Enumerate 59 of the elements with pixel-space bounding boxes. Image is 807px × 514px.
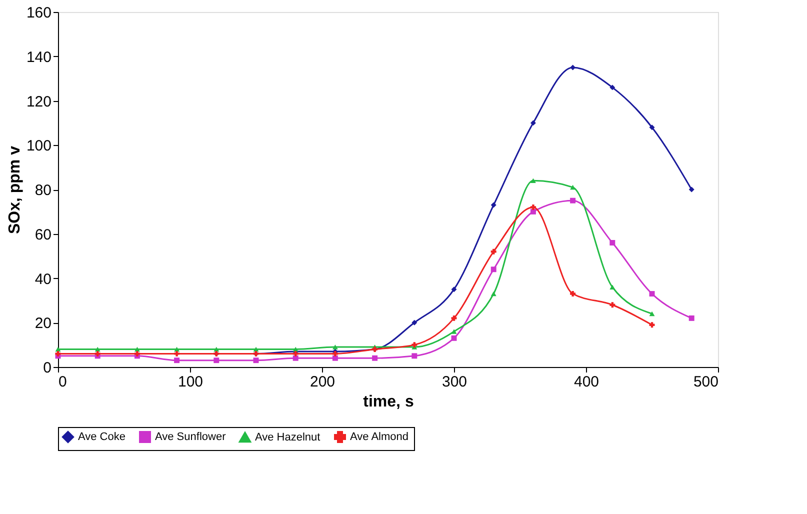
point: [292, 355, 298, 361]
point: [649, 291, 655, 297]
point: [174, 358, 180, 364]
legend-label: Ave Almond: [350, 431, 409, 443]
point: [451, 315, 457, 321]
point: [451, 286, 457, 292]
point: [610, 84, 616, 90]
point: [174, 350, 180, 356]
point: [490, 266, 496, 272]
point: [253, 358, 259, 364]
y-tick-label: 140: [26, 48, 52, 66]
legend-label: Ave Hazelnut: [255, 431, 320, 444]
y-tick-label: 160: [26, 4, 52, 22]
y-tick-label: 100: [26, 138, 52, 155]
point: [372, 355, 378, 361]
y-axis-title: SOx, ppm v: [6, 146, 24, 234]
point: [214, 358, 220, 364]
point: [412, 353, 418, 359]
legend-label: Ave Sunflower: [155, 431, 226, 443]
point: [610, 284, 616, 290]
point: [332, 355, 338, 361]
x-tick-label: 400: [574, 374, 600, 390]
y-tick-label: 0: [43, 360, 52, 376]
x-tick-label: 500: [693, 374, 718, 390]
x-tick-label: 0: [58, 374, 67, 390]
point: [134, 350, 140, 356]
y-tick-label: 120: [26, 93, 52, 110]
point: [610, 302, 616, 308]
y-tick-label: 60: [34, 226, 52, 244]
point: [530, 178, 536, 183]
point: [688, 186, 694, 192]
point: [688, 315, 694, 321]
point: [412, 320, 418, 326]
point: [451, 329, 457, 334]
x-tick-label: 100: [178, 374, 204, 390]
x-tick-label: 300: [442, 374, 468, 390]
point: [412, 342, 418, 348]
y-tick-label: 20: [34, 315, 52, 332]
legend-label: Ave Coke: [78, 431, 126, 443]
point: [490, 248, 496, 254]
point: [94, 350, 100, 356]
point: [490, 291, 496, 296]
x-axis-title: time, s: [363, 394, 414, 410]
point: [610, 240, 616, 246]
point: [649, 322, 655, 328]
point: [530, 120, 536, 126]
y-tick-label: 80: [34, 182, 52, 199]
y-tick-label: 40: [34, 270, 52, 288]
point: [530, 208, 536, 214]
point: [451, 335, 457, 341]
x-tick-label: 200: [310, 374, 336, 390]
point: [490, 202, 496, 208]
point: [649, 124, 655, 130]
point: [649, 311, 655, 316]
point: [530, 204, 536, 210]
point: [570, 198, 576, 204]
point: [570, 291, 576, 297]
point: [55, 350, 61, 356]
point: [332, 344, 338, 350]
